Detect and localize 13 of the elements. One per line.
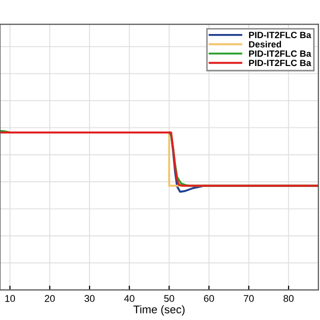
legend-label: Desired	[249, 40, 282, 48]
x-tick-label: 20	[44, 295, 55, 302]
x-tick-label: 40	[124, 295, 134, 302]
legend-label: PID-IT2FLC Ba	[249, 50, 312, 57]
legend-label: PID-IT2FLC Ba	[249, 32, 312, 38]
x-tick-label: 60	[204, 295, 214, 302]
x-tick-label: 30	[84, 295, 95, 302]
x-axis-title: Time (sec)	[133, 305, 185, 316]
x-tick-label: 10	[5, 295, 15, 302]
x-tick-label: 50	[164, 295, 174, 302]
x-tick-label: 80	[284, 295, 294, 302]
x-tick-label: 70	[244, 295, 254, 302]
legend-label: PID-IT2FLC Ba	[249, 60, 312, 66]
